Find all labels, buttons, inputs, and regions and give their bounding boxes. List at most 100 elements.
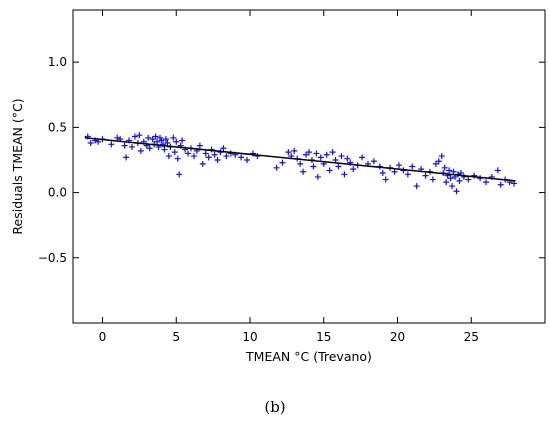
data-point [379,170,386,177]
x-tick-label: 15 [316,330,331,344]
data-point [300,168,307,175]
data-point [285,149,292,156]
data-point [409,163,416,170]
data-point [152,133,159,140]
data-point [174,155,181,162]
data-point [303,151,310,158]
data-point [202,150,209,157]
data-point [227,150,234,157]
data-point [450,168,457,175]
data-point [438,153,445,160]
data-point [220,145,227,152]
data-point [359,154,366,161]
data-point [297,160,304,167]
data-point [196,142,203,149]
data-point [121,142,128,149]
data-point [370,158,377,165]
data-point [146,145,153,152]
data-point [395,162,402,169]
data-point [170,134,177,141]
data-point [329,149,336,156]
data-point [429,176,436,183]
data-point [158,137,165,144]
data-point [279,159,286,166]
data-point [171,149,178,156]
x-tick-label: 20 [390,330,405,344]
data-point [87,140,94,147]
data-point [164,140,171,147]
data-point [136,132,143,139]
data-point [254,153,261,160]
data-point [494,167,501,174]
data-point [108,141,115,148]
data-point [199,160,206,167]
data-point [326,167,333,174]
data-point [161,146,168,153]
data-point [391,168,398,175]
data-point [165,153,172,160]
data-point [435,158,442,165]
y-tick-label: −0.5 [38,251,67,265]
data-point [432,160,439,167]
data-point [382,176,389,183]
data-point [341,171,348,178]
data-point [190,153,197,160]
x-tick-label: 25 [464,330,479,344]
data-point [223,153,230,160]
data-point [154,138,161,145]
data-point [465,176,472,183]
data-point [471,172,478,179]
data-point [511,180,518,187]
axes: 0 5 10 15 20 25 −0.5 0.0 0.5 1.0 [38,10,545,344]
data-point [145,134,152,141]
data-point [306,149,312,156]
data-point [323,151,330,158]
data-point [205,154,212,161]
data-point [238,154,245,161]
data-point [344,155,351,162]
data-point [443,179,450,186]
data-point [313,150,320,157]
data-point [249,150,256,157]
data-point [176,171,183,178]
data-point [483,179,489,186]
data-point [335,163,342,170]
data-point [149,136,156,143]
data-point [460,173,467,180]
data-point [449,183,456,190]
data-point [214,156,221,163]
x-axis-label: TMEAN °C (Trevano) [245,349,372,364]
data-point [404,171,411,178]
data-point [413,183,420,190]
data-point [456,177,463,184]
data-point [123,154,130,161]
data-point [447,175,454,182]
data-point [211,151,218,158]
data-point [137,147,144,154]
data-point [244,156,251,163]
data-point [350,166,357,173]
data-point [317,154,324,161]
data-point [446,167,453,174]
y-tick-label: 0.5 [48,120,67,134]
x-tick-label: 0 [99,330,107,344]
scatter-chart: 0 5 10 15 20 25 −0.5 0.0 0.5 1.0 TMEAN °C (Trevan… [10,9,546,364]
data-point [173,138,180,145]
data-point [338,153,345,160]
data-point [131,133,138,140]
y-axis-label: Residuals TMEAN (°C) [10,98,25,234]
y-tick-label: 0.0 [48,186,67,200]
plot-marks [84,132,518,195]
data-point [422,172,429,179]
data-point [273,164,280,171]
y-tick-label: 1.0 [48,55,67,69]
data-point [162,136,169,143]
data-point [441,164,448,171]
x-tick-label: 5 [172,330,180,344]
plot-frame [72,9,546,324]
data-point [179,137,186,144]
data-point [129,143,135,150]
data-point [497,181,504,188]
data-point [310,163,317,170]
x-tick-label: 10 [242,330,257,344]
